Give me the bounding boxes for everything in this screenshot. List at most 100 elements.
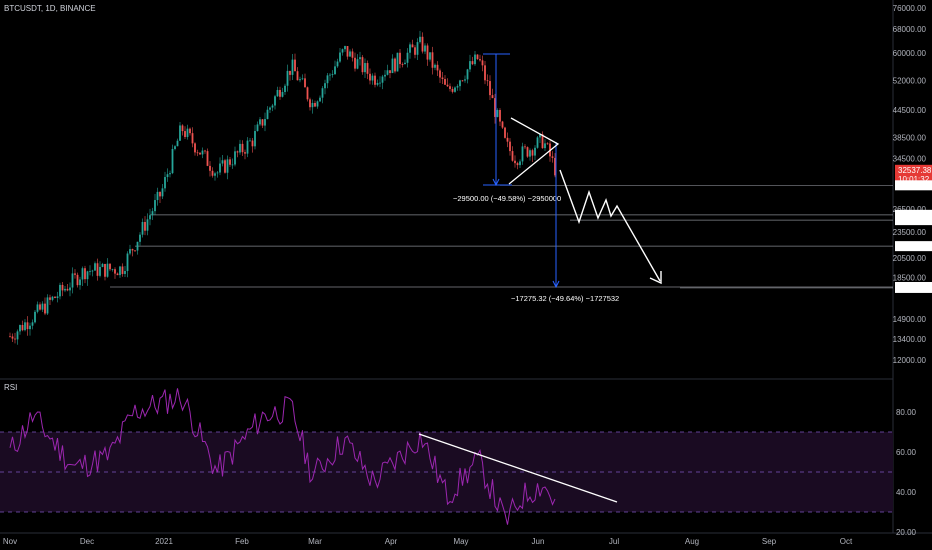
- candle-body: [544, 143, 546, 149]
- countdown-label: 10:01:32: [898, 175, 930, 184]
- level-tag: [895, 209, 932, 220]
- candle-body: [521, 146, 524, 162]
- candle-body: [51, 296, 54, 300]
- candle-body: [26, 322, 29, 330]
- candle-body: [139, 234, 141, 242]
- candle-body: [476, 54, 479, 60]
- candle-body: [459, 80, 461, 87]
- candle-body: [181, 125, 184, 132]
- candle-body: [16, 331, 19, 340]
- candle-body: [349, 51, 351, 57]
- symbol-title[interactable]: BTCUSDT, 1D, BINANCE: [4, 4, 96, 13]
- candle-body: [49, 297, 51, 300]
- candle-body: [11, 336, 14, 339]
- candle-body: [409, 44, 411, 53]
- candle-body: [329, 74, 331, 76]
- candle-body: [431, 52, 434, 68]
- candle-body: [196, 152, 199, 154]
- candle-body: [304, 78, 306, 88]
- candle-body: [274, 96, 276, 106]
- candle-body: [381, 76, 384, 83]
- candle-body: [386, 70, 389, 75]
- candle-body: [394, 58, 396, 72]
- candle-body: [164, 177, 166, 189]
- candle-body: [29, 325, 31, 330]
- candle-body: [34, 311, 36, 323]
- candle-body: [244, 152, 246, 154]
- candle-body: [111, 269, 114, 271]
- candle-body: [339, 52, 341, 62]
- candle-body: [506, 137, 509, 142]
- candle-body: [89, 270, 91, 272]
- candle-body: [144, 221, 146, 231]
- candle-body: [119, 266, 121, 276]
- candle-body: [236, 151, 239, 153]
- candle-body: [46, 297, 49, 314]
- triangle-pattern: [508, 117, 560, 185]
- candle-body: [254, 131, 256, 147]
- candle-body: [204, 150, 206, 152]
- candle-body: [71, 273, 74, 288]
- candle-body: [554, 157, 556, 176]
- candle-body: [454, 87, 456, 92]
- candle-body: [224, 160, 226, 173]
- candle-body: [91, 270, 94, 272]
- candle-body: [514, 160, 516, 164]
- candle-body: [76, 274, 79, 286]
- last-price-label: 32537.38: [898, 166, 932, 175]
- candle-body: [21, 325, 24, 331]
- price-tick-label: 38500.00: [893, 134, 927, 143]
- time-tick-label: May: [453, 537, 468, 546]
- candle-body: [456, 86, 459, 88]
- level-tag-label: 30000.00: [898, 181, 932, 190]
- candle-body: [271, 105, 274, 108]
- candle-body: [84, 268, 86, 280]
- candle-body: [169, 173, 171, 175]
- candle-body: [129, 249, 131, 254]
- candle-body: [351, 51, 354, 58]
- candle-body: [411, 44, 414, 48]
- price-tick-label: 23500.00: [893, 228, 927, 237]
- candle-body: [331, 74, 334, 75]
- candle-body: [344, 46, 346, 50]
- candle-body: [406, 52, 409, 63]
- candle-body: [469, 61, 471, 70]
- candle-body: [239, 143, 241, 153]
- candle-body: [36, 304, 39, 312]
- price-axis: 76000.00 68000.00 60000.00 52000.00 44500.00…: [893, 4, 927, 365]
- candle-body: [61, 284, 64, 291]
- candle-body: [321, 88, 324, 98]
- measure-label-1: −29500.00 (−49.58%) −2950000: [453, 194, 561, 203]
- time-tick-label: Sep: [762, 537, 777, 546]
- candle-body: [501, 121, 504, 128]
- rsi-pane-title[interactable]: RSI: [4, 383, 18, 392]
- candle-body: [41, 303, 44, 310]
- candle-body: [251, 140, 254, 147]
- rsi-line: [9, 388, 556, 525]
- candle-body: [364, 63, 366, 73]
- rsi-axis: 80.00 60.00 40.00 20.00: [896, 408, 917, 537]
- time-tick-label: Mar: [308, 537, 322, 546]
- candle-body: [74, 273, 76, 275]
- candle-body: [184, 131, 186, 137]
- time-tick-label: Jul: [609, 537, 619, 546]
- candle-body: [19, 325, 21, 332]
- price-tick-label: 44500.00: [893, 106, 927, 115]
- candle-body: [206, 151, 209, 166]
- level-tag-label: 25000.00: [898, 216, 932, 225]
- time-tick-label: Jun: [532, 537, 545, 546]
- time-tick-label: Nov: [3, 537, 17, 546]
- candle-body: [199, 152, 201, 155]
- candle-body: [336, 61, 339, 67]
- candle-body: [471, 61, 474, 65]
- candle-body: [81, 268, 84, 280]
- candle-body: [356, 59, 359, 69]
- candle-body: [266, 109, 269, 120]
- candle-body: [229, 159, 231, 165]
- price-tick-label: 68000.00: [893, 25, 927, 34]
- candle-body: [379, 82, 381, 84]
- candle-body: [359, 57, 361, 60]
- time-tick-label: Oct: [840, 537, 853, 546]
- candle-body: [374, 75, 376, 85]
